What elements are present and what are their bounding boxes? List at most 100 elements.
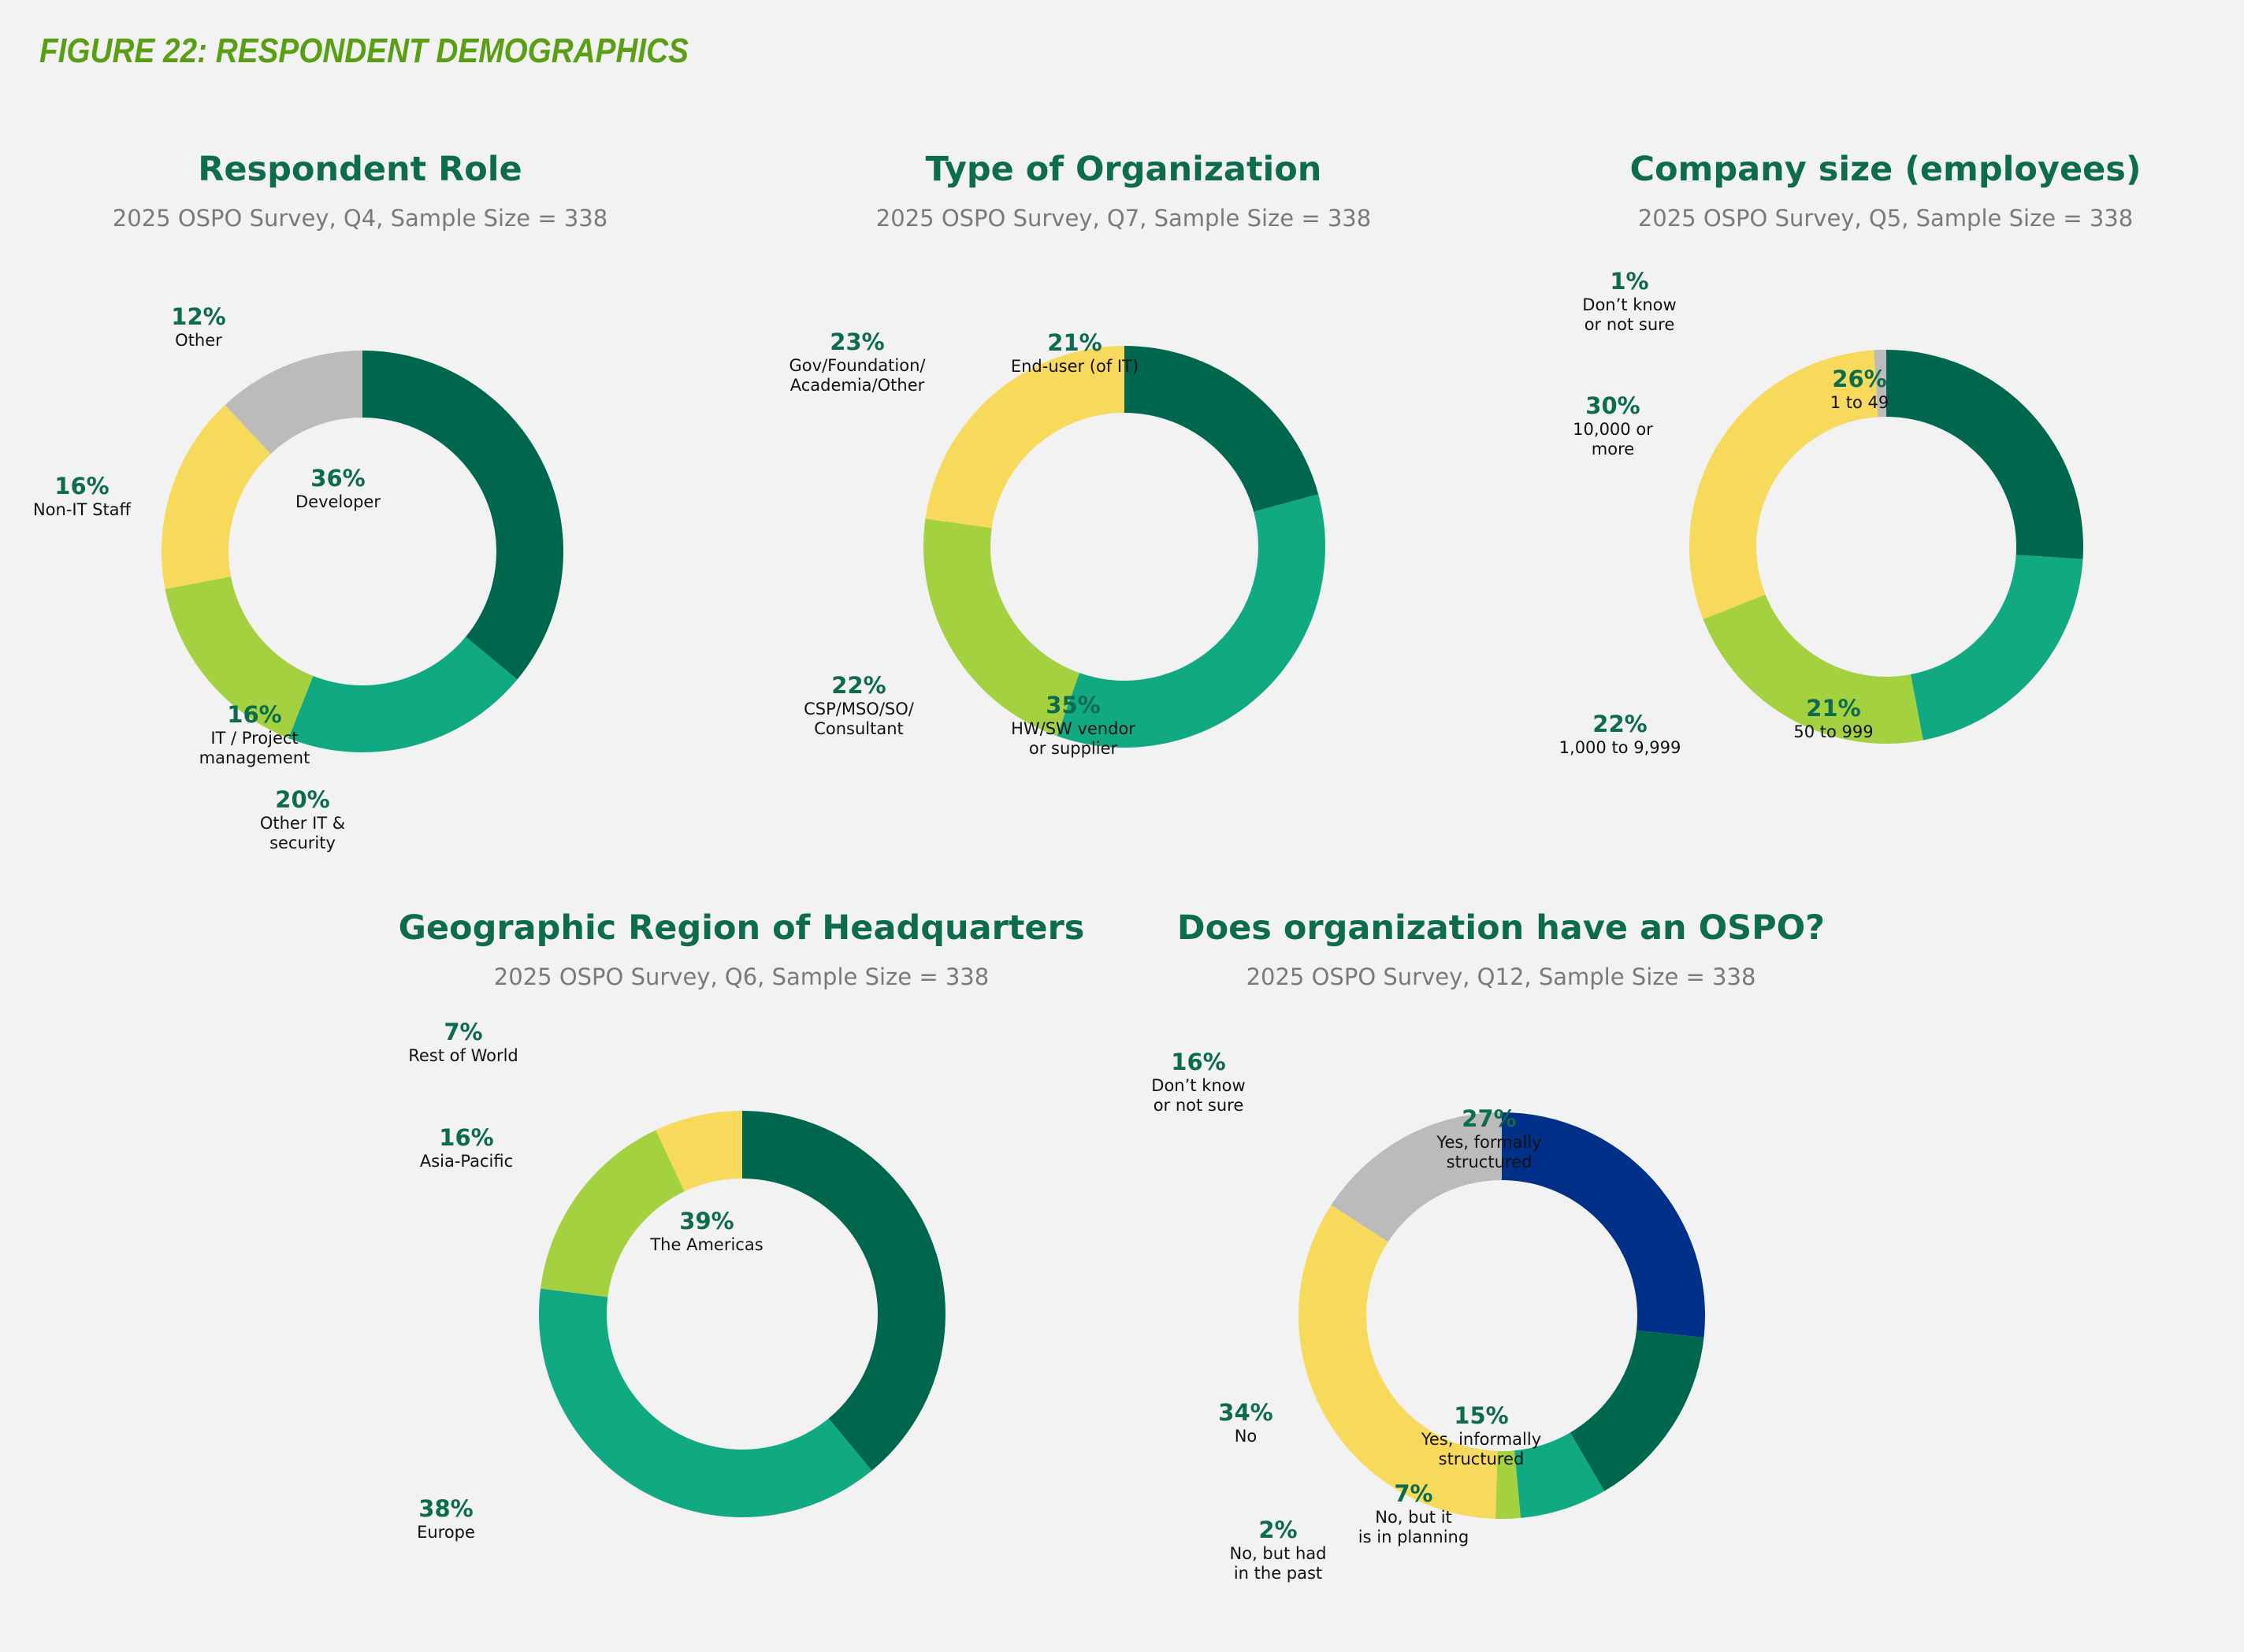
data-label-category: 1,000 to 9,999	[1559, 737, 1681, 757]
data-label-category: End-user (of IT)	[1010, 356, 1139, 376]
data-label-value: 16%	[1171, 1049, 1226, 1075]
slice-10-000-or-more	[1689, 350, 1878, 620]
data-label-category: Yes, informally structured	[1421, 1429, 1542, 1468]
chart-subtitle: 2025 OSPO Survey, Q5, Sample Size = 338	[1637, 205, 2134, 232]
data-label-non-it-staff: 16% Non-IT Staff	[0, 473, 184, 520]
chart-company-size: Company size (employees) 2025 OSPO Surve…	[1531, 150, 2240, 874]
data-label-category: No, but it is in planning	[1358, 1507, 1469, 1546]
slice-the-americas	[742, 1111, 946, 1471]
data-label-yes-formally-structured: 27% Yes, formally structured	[1387, 1105, 1592, 1172]
data-label-value: 16%	[54, 473, 110, 499]
data-label-no-but-had-in-the-past: 2% No, but had in the past	[1176, 1516, 1380, 1583]
slice-end-user-of-it	[1124, 346, 1319, 512]
data-label-category: HW/SW vendor or supplier	[1011, 718, 1135, 758]
slice-no-but-it-is-in-planning	[1514, 1432, 1605, 1518]
chart-title: Respondent Role	[198, 150, 522, 189]
data-label-category: 1 to 49	[1830, 392, 1889, 412]
data-label-no: 34% No	[1143, 1399, 1348, 1446]
data-label-category: The Americas	[650, 1234, 763, 1254]
data-label-value: 16%	[227, 701, 282, 728]
data-label-value: 34%	[1218, 1399, 1273, 1426]
slice-rest-of-world	[656, 1111, 742, 1192]
slice-gov-foundation-academia-other	[925, 346, 1124, 529]
data-label-category: Rest of World	[408, 1045, 518, 1065]
slice-no-but-had-in-the-past	[1495, 1450, 1521, 1519]
data-label-value: 20%	[275, 786, 330, 813]
slice-1-000-to-9-999	[1703, 594, 1923, 744]
data-label-value: 22%	[1592, 711, 1648, 737]
data-label-value: 22%	[831, 672, 886, 699]
chart-title: Does organization have an OSPO?	[1176, 908, 1826, 948]
data-label-value: 16%	[439, 1124, 494, 1151]
slice-1-to-49	[1886, 350, 2083, 559]
slice-europe	[539, 1288, 872, 1517]
slice-hw-sw-vendor-or-supplier	[1057, 494, 1325, 748]
data-label-developer: 36% Developer	[236, 465, 440, 512]
slice-yes-informally-structured	[1570, 1330, 1704, 1491]
data-label-hw-sw-vendor-or-supplier: 35% HW/SW vendor or supplier	[971, 692, 1176, 759]
data-label-value: 23%	[830, 329, 885, 355]
chart-subtitle: 2025 OSPO Survey, Q12, Sample Size = 338	[1246, 963, 1756, 990]
data-label-value: 1%	[1610, 268, 1649, 295]
data-label-category: IT / Project management	[199, 728, 310, 767]
data-label-category: No, but had in the past	[1229, 1543, 1327, 1583]
slice-50-to-999	[1910, 555, 2083, 741]
data-label-category: Yes, formally structured	[1436, 1132, 1542, 1171]
data-label-category: Asia-Pacific	[419, 1151, 514, 1171]
data-label-value: 7%	[444, 1019, 483, 1045]
data-label-category: Other IT & security	[259, 813, 346, 852]
data-label-value: 21%	[1047, 329, 1102, 356]
chart-subtitle: 2025 OSPO Survey, Q7, Sample Size = 338	[875, 205, 1372, 232]
data-label-value: 39%	[679, 1208, 734, 1234]
data-label-other: 12% Other	[96, 303, 301, 351]
data-label-other-it-security: 20% Other IT & security	[200, 786, 405, 853]
donut-chart	[539, 1111, 946, 1517]
slice-developer	[362, 351, 564, 680]
data-label-value: 27%	[1462, 1105, 1517, 1132]
data-label-category: Other	[175, 330, 222, 350]
data-label-the-americas: 39% The Americas	[604, 1208, 809, 1255]
data-label-value: 38%	[418, 1495, 474, 1522]
data-label-asia-pacific: 16% Asia-Pacific	[364, 1124, 569, 1171]
data-label-no-but-it-is-in-planning: 7% No, but it is in planning	[1311, 1480, 1516, 1547]
data-label-category: Non-IT Staff	[32, 499, 132, 519]
chart-respondent-role: Respondent Role 2025 OSPO Survey, Q4, Sa…	[6, 150, 715, 874]
donut-chart	[1298, 1112, 1705, 1519]
donut-chart	[1689, 350, 2083, 744]
slice-csp-mso-so-consultant	[923, 518, 1079, 737]
chart-title: Geographic Region of Headquarters	[398, 908, 1085, 948]
data-label-category: CSP/MSO/SO/ Consultant	[804, 699, 914, 738]
data-label-category: Don’t know or not sure	[1582, 295, 1677, 334]
slice-asia-pacific	[541, 1130, 685, 1297]
data-label-value: 15%	[1454, 1402, 1509, 1429]
data-label-10-000-or-more: 30% 10,000 or more	[1510, 392, 1715, 459]
data-label-value: 21%	[1806, 695, 1861, 722]
data-label-yes-informally-structured: 15% Yes, informally structured	[1379, 1402, 1584, 1469]
data-label-category: Gov/Foundation/ Academia/Other	[789, 355, 926, 395]
chart-title: Type of Organization	[925, 150, 1322, 189]
donut-chart	[162, 351, 564, 753]
data-label-value: 35%	[1046, 692, 1101, 718]
data-label-1-to-49: 26% 1 to 49	[1757, 366, 1962, 413]
chart-subtitle: 2025 OSPO Survey, Q4, Sample Size = 338	[112, 205, 608, 232]
chart-type-of-organization: Type of Organization 2025 OSPO Survey, Q…	[769, 150, 1478, 874]
data-label-don-t-know-or-not-sure: 16% Don’t know or not sure	[1096, 1049, 1301, 1116]
chart-geographic-region: Geographic Region of Headquarters 2025 O…	[387, 908, 1096, 1633]
data-label-gov-foundation-academia-other: 23% Gov/Foundation/ Academia/Other	[755, 329, 960, 395]
data-label-value: 30%	[1585, 392, 1640, 419]
slice-other-it-security	[288, 637, 518, 753]
data-label-value: 7%	[1394, 1480, 1433, 1507]
data-label-europe: 38% Europe	[344, 1495, 548, 1542]
slice-non-it-staff	[162, 405, 271, 589]
slice-don-t-know-or-not-sure	[1331, 1112, 1502, 1242]
chart-subtitle: 2025 OSPO Survey, Q6, Sample Size = 338	[493, 963, 990, 990]
data-label-50-to-999: 21% 50 to 999	[1731, 695, 1936, 742]
data-label-1-000-to-9-999: 22% 1,000 to 9,999	[1518, 711, 1722, 758]
data-label-value: 12%	[171, 303, 226, 330]
data-label-value: 2%	[1258, 1516, 1298, 1543]
data-label-category: 10,000 or more	[1573, 419, 1653, 458]
slice-other	[225, 351, 362, 455]
figure-title: FIGURE 22: RESPONDENT DEMOGRAPHICS	[39, 32, 689, 70]
data-label-end-user-of-it: 21% End-user (of IT)	[972, 329, 1177, 377]
data-label-category: Europe	[417, 1522, 475, 1542]
